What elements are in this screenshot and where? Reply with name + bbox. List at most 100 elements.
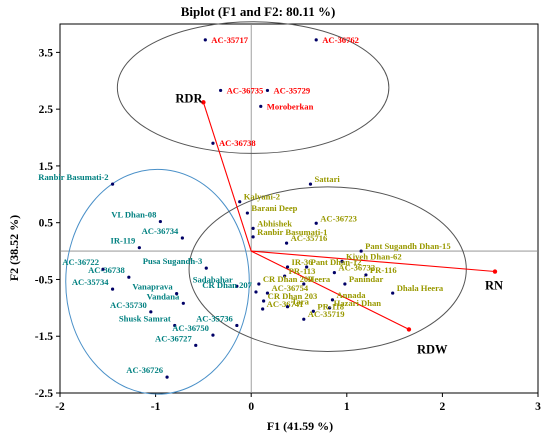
observation-label: AC-36738	[219, 138, 256, 148]
observation-point	[302, 282, 306, 286]
x-tick-label: 3	[535, 401, 541, 413]
observation-point	[261, 307, 265, 311]
observation-label: Ranbir Basumati-1	[257, 227, 327, 237]
observation-point	[285, 305, 290, 309]
observation-label: AC-36727	[155, 333, 192, 343]
y-tick-label: 0.5	[39, 218, 54, 230]
observation-label: AC-35729	[273, 85, 310, 95]
observation-point	[149, 310, 153, 314]
observation-point	[204, 266, 208, 270]
y-tick-label: -1.5	[35, 331, 53, 343]
observation-point	[158, 219, 162, 224]
x-tick-label: 2	[440, 401, 446, 413]
observation-point	[330, 298, 335, 302]
observation-point	[302, 317, 306, 321]
observation-point	[391, 291, 395, 295]
observation-point	[259, 104, 263, 108]
observation-point	[175, 292, 179, 296]
observation-label: Tara	[292, 297, 310, 307]
observation-point	[245, 211, 249, 215]
y-tick-label: -2.5	[35, 388, 53, 400]
observation-label: Kalyani-2	[244, 192, 280, 202]
observation-label: Annada	[336, 290, 366, 300]
x-tick-label: -1	[151, 401, 161, 413]
observation-label: AC-36741	[267, 299, 304, 309]
observation-label: Abhishek	[257, 218, 292, 228]
observation-label: PR-113	[289, 266, 316, 276]
observation-label: Moroberkan	[267, 101, 314, 111]
observation-point	[181, 301, 185, 305]
vector-rdw	[250, 250, 410, 330]
observation-label: AC-36750	[172, 323, 209, 333]
observation-label: AC-35719	[308, 309, 345, 319]
observation-label: VL Dhan-08	[111, 210, 157, 220]
observation-label: IR-36	[292, 257, 314, 267]
observation-label: IR-119	[111, 236, 136, 246]
observation-point	[327, 306, 332, 310]
observation-label: AC-36738	[88, 265, 125, 275]
observation-point	[127, 275, 131, 279]
observation-point	[180, 236, 184, 240]
observation-point	[110, 182, 115, 186]
observation-point	[265, 291, 270, 295]
x-tick-label: 1	[344, 401, 350, 413]
observation-label: AC-36723	[320, 213, 357, 223]
observation-point	[364, 273, 368, 277]
observation-point	[137, 246, 141, 250]
observation-label: Shusk Samrat	[119, 313, 171, 323]
observation-label: Dhala Heera	[397, 283, 444, 293]
observation-point	[262, 299, 266, 303]
y-axis-title: F2 (38.52 %)	[7, 215, 21, 281]
vector-rn	[251, 250, 496, 273]
observation-point	[238, 200, 242, 204]
observation-label: Ranbir Basumati-2	[38, 172, 108, 182]
observation-point	[343, 282, 347, 286]
observation-point	[219, 88, 223, 93]
observation-label: AC-36726	[126, 365, 163, 375]
observation-point	[308, 182, 313, 186]
variable-label: RDW	[417, 342, 448, 356]
variable-label: RDR	[175, 91, 203, 105]
observation-label: AC-35717	[211, 35, 248, 45]
observation-point	[257, 282, 261, 286]
observation-label: Vanaprava	[132, 282, 173, 292]
observation-label: AC-36722	[62, 257, 99, 267]
vector-end-point	[492, 269, 498, 274]
vector-rdr	[202, 102, 252, 252]
observation-label: Pant Dhan-12	[311, 257, 362, 267]
ellipse-group-green	[65, 168, 250, 395]
observation-point	[211, 141, 215, 145]
plot-area: -2 -1 0 1 2 3 3.5 2.5 1.5 0.5 -0.5 -1.5 -2.5 AC-35717…	[35, 21, 541, 413]
observation-point	[211, 333, 215, 337]
observation-point	[254, 290, 258, 294]
observation-label: AC-35736	[196, 313, 233, 323]
observation-label: CR Dhan 203	[268, 291, 318, 301]
observation-label: PR-118	[317, 301, 344, 311]
observation-label: CR Dhan 209	[263, 274, 313, 284]
observation-point	[203, 38, 207, 42]
observation-label: AC-35716	[291, 233, 328, 243]
observation-label: Pusa Sugandh-3	[143, 256, 202, 266]
y-tick-label: 1.5	[39, 161, 54, 173]
x-tick-label: 0	[248, 401, 254, 413]
observation-label: Vandana	[147, 291, 180, 301]
y-tick-label: 3.5	[39, 47, 54, 59]
observation-label: AC-35730	[110, 300, 147, 310]
observation-point	[235, 284, 239, 288]
observation-point	[340, 259, 344, 263]
observation-point	[359, 249, 363, 253]
observation-point	[314, 38, 318, 42]
x-tick-label: -2	[55, 401, 65, 413]
observation-label: AC-36732	[338, 263, 375, 273]
y-tick-label: -0.5	[35, 274, 53, 286]
observation-point	[284, 241, 289, 245]
ellipse-group-red	[116, 21, 390, 154]
observation-label: Sadabahar	[193, 274, 233, 284]
variable-label: RN	[485, 279, 503, 293]
chart-title: Biplot (F1 and F2: 80.11 %)	[181, 4, 336, 19]
observation-label: Panindar	[349, 274, 384, 284]
observation-point	[110, 287, 115, 291]
observation-label: AC-36735	[227, 85, 264, 95]
observation-label: Sattari	[314, 174, 340, 184]
